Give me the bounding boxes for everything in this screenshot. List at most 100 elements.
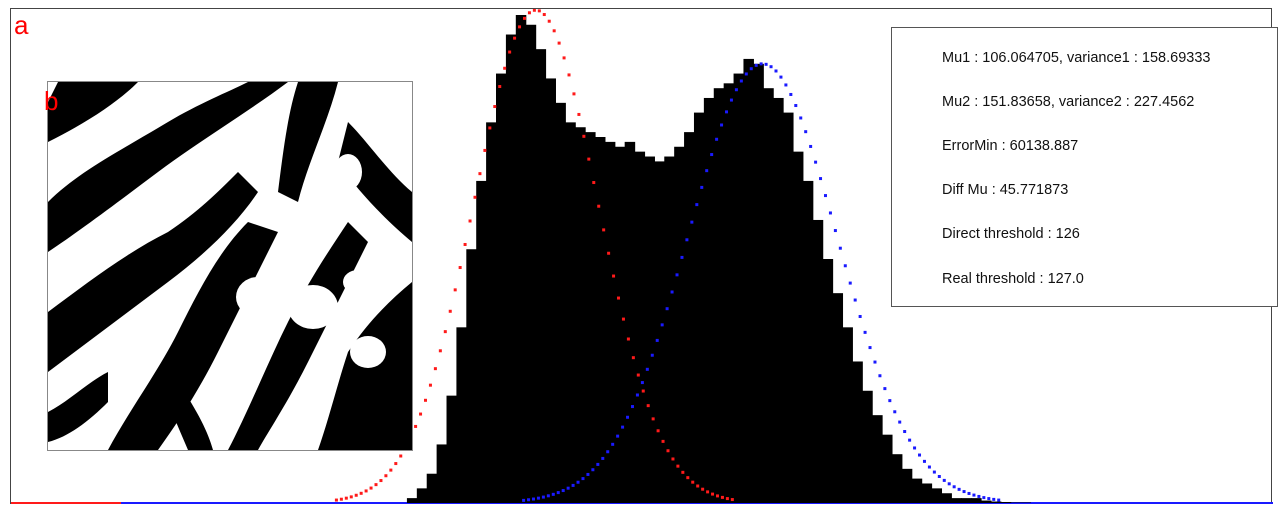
histogram-bar bbox=[961, 498, 972, 503]
fit-point bbox=[591, 468, 595, 472]
histogram-bar bbox=[565, 122, 576, 504]
fit-point bbox=[611, 442, 615, 446]
fit-point bbox=[359, 491, 363, 495]
stat-error-min: ErrorMin : 60138.887 bbox=[942, 138, 1079, 154]
fit-point bbox=[883, 387, 887, 391]
fit-point bbox=[617, 296, 621, 300]
fit-point bbox=[488, 126, 492, 130]
histogram-bar bbox=[664, 156, 675, 503]
fit-point bbox=[987, 497, 991, 501]
fit-point bbox=[725, 497, 729, 501]
histogram-bar bbox=[852, 361, 863, 503]
fit-point bbox=[567, 73, 571, 77]
fit-point bbox=[942, 478, 946, 482]
fit-point bbox=[339, 497, 343, 501]
fit-point bbox=[848, 281, 852, 285]
histogram-bar bbox=[792, 151, 804, 503]
histogram-bar bbox=[951, 498, 962, 503]
histogram-bar bbox=[674, 146, 685, 503]
fit-point bbox=[621, 317, 625, 321]
fit-point bbox=[483, 148, 487, 152]
fit-point bbox=[720, 123, 724, 127]
stats-panel: Mu1 : 106.064705, variance1 : 158.69333 … bbox=[891, 27, 1278, 307]
fit-point bbox=[503, 66, 507, 70]
fit-point bbox=[493, 105, 497, 109]
fit-point bbox=[814, 160, 818, 164]
histogram-bar bbox=[773, 97, 784, 504]
fit-point bbox=[794, 104, 798, 108]
fit-point bbox=[661, 439, 665, 443]
histogram-bar bbox=[931, 488, 943, 503]
fit-point bbox=[423, 398, 427, 402]
fit-point bbox=[715, 137, 719, 141]
fit-point bbox=[635, 393, 639, 397]
fit-point bbox=[414, 424, 418, 428]
fit-point bbox=[696, 484, 700, 488]
fit-point bbox=[513, 36, 517, 40]
fit-point bbox=[394, 462, 398, 466]
fit-point bbox=[626, 415, 630, 419]
histogram-bar bbox=[466, 249, 477, 503]
fit-point bbox=[706, 490, 710, 494]
fit-point bbox=[710, 153, 714, 157]
panel-label-a: a bbox=[14, 10, 29, 40]
fit-point bbox=[799, 116, 803, 120]
stat-direct-threshold: Direct threshold : 126 bbox=[942, 226, 1080, 242]
histogram-chart bbox=[11, 9, 1273, 504]
fit-point bbox=[804, 130, 808, 134]
fit-point bbox=[536, 496, 540, 500]
fit-point bbox=[655, 338, 659, 342]
fit-point bbox=[927, 465, 931, 469]
fit-point bbox=[537, 9, 541, 13]
fit-point bbox=[711, 492, 715, 496]
fit-point bbox=[448, 309, 452, 313]
fit-point bbox=[843, 264, 847, 268]
fit-point bbox=[691, 480, 695, 484]
stat-real-threshold: Real threshold : 127.0 bbox=[942, 271, 1084, 287]
fit-point bbox=[349, 495, 353, 499]
fit-point bbox=[656, 429, 660, 433]
fit-point bbox=[962, 490, 966, 494]
fit-point bbox=[681, 470, 685, 474]
fit-point bbox=[572, 92, 576, 96]
fit-point bbox=[399, 454, 403, 458]
fit-point bbox=[685, 238, 689, 242]
histogram-bar bbox=[911, 478, 923, 503]
histogram-bar bbox=[921, 483, 933, 503]
fit-point bbox=[809, 144, 813, 148]
fit-point bbox=[527, 11, 531, 15]
histogram-bar bbox=[733, 73, 745, 503]
histogram-bar bbox=[486, 122, 497, 504]
fit-point bbox=[744, 72, 748, 76]
fit-point bbox=[705, 169, 709, 173]
histogram-bar bbox=[446, 395, 458, 503]
fit-point bbox=[676, 464, 680, 468]
histogram-bar bbox=[515, 15, 527, 503]
histogram-bar bbox=[426, 473, 438, 503]
fit-point bbox=[650, 353, 654, 357]
histogram-bar bbox=[802, 180, 814, 504]
fit-point bbox=[665, 307, 669, 311]
fit-point bbox=[878, 374, 882, 378]
fit-point bbox=[389, 468, 393, 472]
fit-point bbox=[858, 314, 862, 318]
fit-point bbox=[344, 496, 348, 500]
fit-point bbox=[952, 485, 956, 489]
fit-point bbox=[547, 19, 551, 23]
fit-point bbox=[546, 494, 550, 498]
fit-point bbox=[621, 425, 625, 429]
fit-point bbox=[913, 446, 917, 450]
fit-point bbox=[651, 417, 655, 421]
histogram-bar bbox=[1000, 502, 1012, 503]
fit-point bbox=[577, 112, 581, 116]
fit-point bbox=[522, 498, 526, 502]
fit-point bbox=[769, 65, 773, 69]
fit-point bbox=[774, 69, 778, 73]
fit-point bbox=[833, 229, 837, 233]
fit-point bbox=[576, 480, 580, 484]
fit-point bbox=[725, 110, 729, 114]
fit-point bbox=[838, 246, 842, 250]
fit-point bbox=[868, 346, 872, 350]
fit-point bbox=[541, 495, 545, 499]
fit-point bbox=[729, 98, 733, 102]
